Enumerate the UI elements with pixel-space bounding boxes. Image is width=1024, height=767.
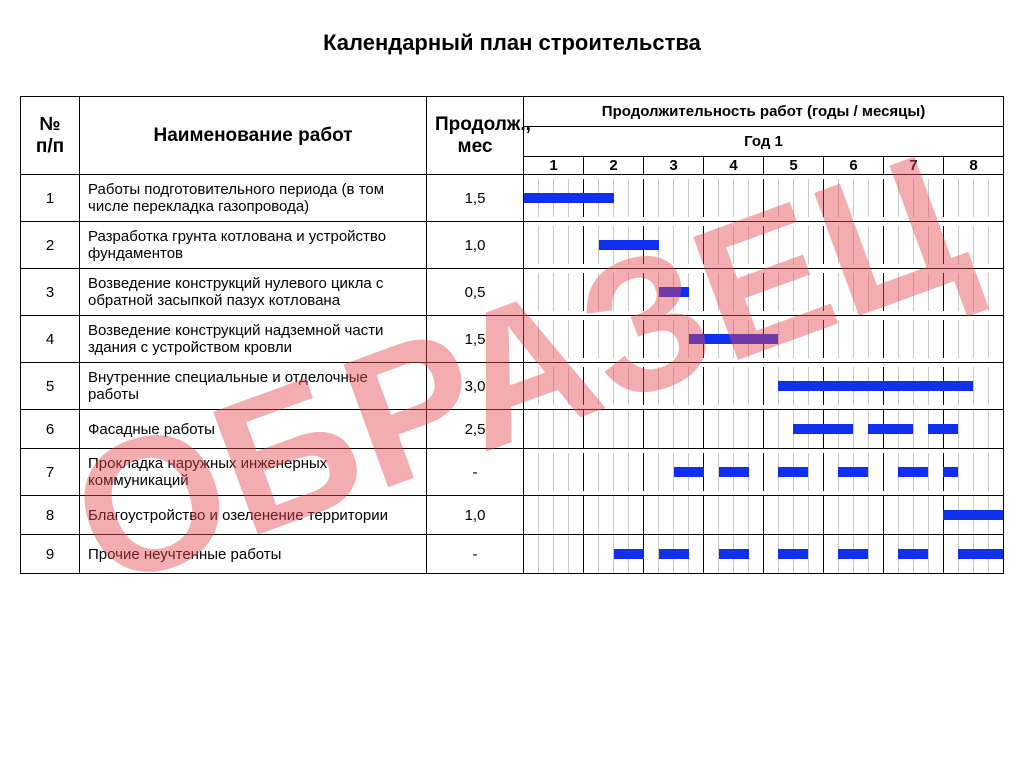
table-row: 9Прочие неучтенные работы- xyxy=(21,535,1004,574)
row-num: 2 xyxy=(21,222,80,269)
row-duration: 1,0 xyxy=(427,222,524,269)
row-duration: 0,5 xyxy=(427,269,524,316)
header-month-2: 2 xyxy=(584,157,644,175)
header-row-1: № п/п Наименование работ Продолж., мес П… xyxy=(21,97,1004,127)
row-name: Благоустройство и озеленение территории xyxy=(80,496,427,535)
table-row: 5Внутренние специальные и отделочные раб… xyxy=(21,363,1004,410)
header-month-8: 8 xyxy=(944,157,1004,175)
row-name: Прочие неучтенные работы xyxy=(80,535,427,574)
gantt-cell xyxy=(524,410,1004,449)
row-name: Фасадные работы xyxy=(80,410,427,449)
row-duration: 1,5 xyxy=(427,316,524,363)
header-name: Наименование работ xyxy=(80,97,427,175)
header-month-6: 6 xyxy=(824,157,884,175)
header-month-5: 5 xyxy=(764,157,824,175)
gantt-cell xyxy=(524,363,1004,410)
table-row: 4Возведение конструкций надземной части … xyxy=(21,316,1004,363)
header-year: Год 1 xyxy=(524,127,1004,157)
row-num: 4 xyxy=(21,316,80,363)
table-row: 2Разработка грунта котлована и устройств… xyxy=(21,222,1004,269)
table-row: 6Фасадные работы2,5 xyxy=(21,410,1004,449)
table-row: 8Благоустройство и озеленение территории… xyxy=(21,496,1004,535)
gantt-cell xyxy=(524,175,1004,222)
row-name: Внутренние специальные и отделочные рабо… xyxy=(80,363,427,410)
row-name: Работы подготовительного периода (в том … xyxy=(80,175,427,222)
table-row: 1Работы подготовительного периода (в том… xyxy=(21,175,1004,222)
row-duration: 1,0 xyxy=(427,496,524,535)
row-num: 5 xyxy=(21,363,80,410)
table-row: 7Прокладка наружных инженерных коммуника… xyxy=(21,449,1004,496)
header-duration-group: Продолжительность работ (годы / месяцы) xyxy=(524,97,1004,127)
header-num: № п/п xyxy=(21,97,80,175)
row-duration: 2,5 xyxy=(427,410,524,449)
row-num: 3 xyxy=(21,269,80,316)
header-month-3: 3 xyxy=(644,157,704,175)
row-num: 7 xyxy=(21,449,80,496)
gantt-cell xyxy=(524,449,1004,496)
schedule-table: № п/п Наименование работ Продолж., мес П… xyxy=(20,96,1004,574)
header-duration: Продолж., мес xyxy=(427,97,524,175)
header-month-1: 1 xyxy=(524,157,584,175)
page-title: Календарный план строительства xyxy=(20,30,1004,56)
table-row: 3Возведение конструкций нулевого цикла с… xyxy=(21,269,1004,316)
row-duration: 3,0 xyxy=(427,363,524,410)
header-month-7: 7 xyxy=(884,157,944,175)
row-name: Возведение конструкций нулевого цикла с … xyxy=(80,269,427,316)
row-duration: - xyxy=(427,449,524,496)
gantt-cell xyxy=(524,269,1004,316)
row-duration: - xyxy=(427,535,524,574)
header-month-4: 4 xyxy=(704,157,764,175)
gantt-cell xyxy=(524,316,1004,363)
row-name: Возведение конструкций надземной части з… xyxy=(80,316,427,363)
row-num: 9 xyxy=(21,535,80,574)
row-num: 6 xyxy=(21,410,80,449)
row-num: 1 xyxy=(21,175,80,222)
gantt-cell xyxy=(524,496,1004,535)
row-duration: 1,5 xyxy=(427,175,524,222)
row-name: Разработка грунта котлована и устройство… xyxy=(80,222,427,269)
gantt-cell xyxy=(524,535,1004,574)
gantt-cell xyxy=(524,222,1004,269)
row-name: Прокладка наружных инженерных коммуникац… xyxy=(80,449,427,496)
row-num: 8 xyxy=(21,496,80,535)
